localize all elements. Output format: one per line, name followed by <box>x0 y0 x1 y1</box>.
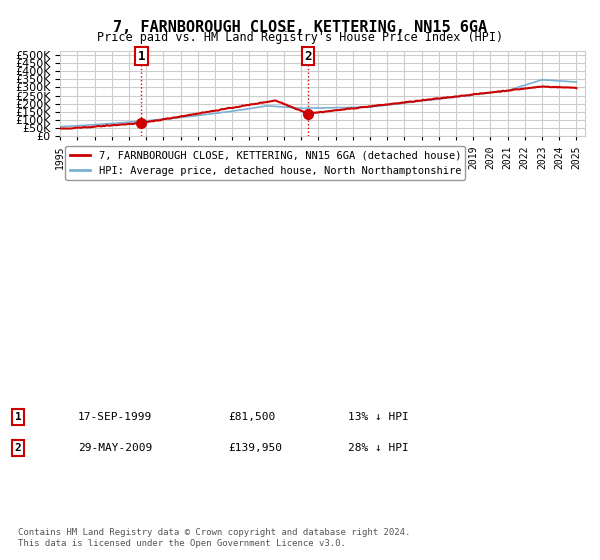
Text: £81,500: £81,500 <box>228 412 275 422</box>
Text: 2: 2 <box>304 50 312 63</box>
Text: 13% ↓ HPI: 13% ↓ HPI <box>348 412 409 422</box>
Text: 2: 2 <box>14 443 22 453</box>
Text: 1: 1 <box>14 412 22 422</box>
Text: 7, FARNBOROUGH CLOSE, KETTERING, NN15 6GA: 7, FARNBOROUGH CLOSE, KETTERING, NN15 6G… <box>113 20 487 35</box>
Legend: 7, FARNBOROUGH CLOSE, KETTERING, NN15 6GA (detached house), HPI: Average price, : 7, FARNBOROUGH CLOSE, KETTERING, NN15 6G… <box>65 146 466 180</box>
Text: 29-MAY-2009: 29-MAY-2009 <box>78 443 152 453</box>
Text: Contains HM Land Registry data © Crown copyright and database right 2024.
This d: Contains HM Land Registry data © Crown c… <box>18 528 410 548</box>
Text: 1: 1 <box>137 50 145 63</box>
Text: 28% ↓ HPI: 28% ↓ HPI <box>348 443 409 453</box>
Text: Price paid vs. HM Land Registry's House Price Index (HPI): Price paid vs. HM Land Registry's House … <box>97 31 503 44</box>
Text: £139,950: £139,950 <box>228 443 282 453</box>
Text: 17-SEP-1999: 17-SEP-1999 <box>78 412 152 422</box>
